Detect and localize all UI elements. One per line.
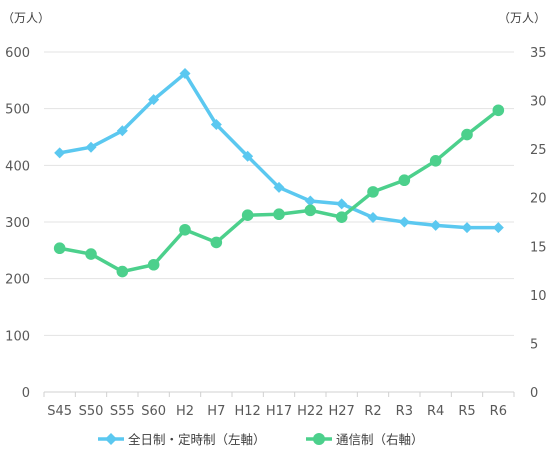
right-tick-label: 30 (530, 95, 547, 110)
data-point (116, 125, 128, 137)
x-tick-label: H7 (207, 404, 225, 419)
x-tick-label: S60 (141, 404, 166, 419)
legend: 全日制・定時制（左軸） 通信制（右軸） (98, 432, 424, 447)
data-point (492, 104, 505, 117)
data-point (492, 222, 504, 234)
x-tick-label: H27 (329, 404, 355, 419)
data-point (430, 219, 442, 231)
x-tick-label: R4 (427, 404, 444, 419)
x-axis-ticks: S45 S50 S55 S60 H2 H7 H12 H17 H22 H27 R2 R3 R4 R5 R6 (43, 392, 515, 419)
series-2 (53, 104, 505, 278)
x-tick-label: S55 (110, 404, 135, 419)
data-point (398, 216, 410, 228)
legend-item: 通信制（右軸） (306, 432, 424, 447)
data-point (147, 258, 160, 271)
data-point (304, 195, 316, 207)
x-tick-label: S45 (47, 404, 72, 419)
data-point (241, 209, 254, 221)
data-point (335, 211, 348, 223)
legend-marker (313, 433, 325, 445)
data-point (336, 198, 348, 210)
left-tick-label: 600 (5, 46, 30, 61)
right-tick-label: 25 (530, 143, 547, 158)
x-tick-label: S50 (79, 404, 104, 419)
x-tick-label: R2 (364, 404, 381, 419)
data-point (85, 141, 97, 153)
data-point (429, 155, 442, 167)
right-tick-label: 35 (530, 46, 547, 61)
data-point (461, 128, 473, 141)
data-point (85, 248, 97, 260)
data-point (367, 186, 379, 198)
data-point (54, 147, 66, 159)
right-tick-label: 10 (530, 289, 547, 304)
legend-item: 全日制・定時制（左軸） (98, 432, 266, 447)
data-point (273, 181, 285, 193)
right-tick-label: 0 (530, 386, 538, 401)
gridlines (44, 51, 514, 393)
data-point (367, 211, 379, 223)
data-point (210, 236, 223, 249)
x-tick-label: H12 (235, 404, 261, 419)
left-tick-label: 500 (5, 103, 30, 118)
series-layer (53, 68, 505, 278)
right-tick-label: 5 (530, 337, 538, 352)
x-tick-label: R6 (490, 404, 507, 419)
left-axis-ticks: 0 100 200 300 400 500 600 (5, 46, 30, 401)
legend-label: 通信制（右軸） (336, 432, 424, 447)
x-tick-label: H2 (176, 404, 194, 419)
x-tick-label: H17 (266, 404, 292, 419)
left-tick-label: 300 (5, 216, 30, 231)
data-point (53, 242, 66, 255)
right-tick-label: 15 (530, 240, 547, 255)
right-axis-unit-label: （万人） (498, 11, 546, 25)
data-point (242, 150, 254, 162)
x-tick-label: R3 (396, 404, 413, 419)
data-point (116, 265, 129, 278)
left-tick-label: 0 (22, 386, 30, 401)
left-tick-label: 200 (5, 273, 30, 288)
x-tick-label: H22 (297, 404, 323, 419)
data-point (179, 223, 191, 236)
left-tick-label: 100 (5, 329, 30, 344)
data-point (210, 119, 222, 131)
series-line (59, 71, 499, 230)
right-axis-ticks: 0 5 10 15 20 25 30 35 (530, 46, 547, 401)
left-tick-label: 400 (5, 159, 30, 174)
data-point (398, 174, 411, 187)
data-point (179, 68, 191, 80)
data-point (148, 94, 160, 106)
data-point (461, 222, 473, 234)
x-tick-label: R5 (458, 404, 475, 419)
right-tick-label: 20 (530, 192, 547, 207)
left-axis-unit-label: （万人） (2, 11, 50, 25)
legend-label: 全日制・定時制（左軸） (128, 432, 266, 447)
legend-marker (105, 433, 117, 445)
data-point (273, 208, 285, 221)
series-1 (54, 68, 504, 234)
data-point (304, 204, 317, 217)
